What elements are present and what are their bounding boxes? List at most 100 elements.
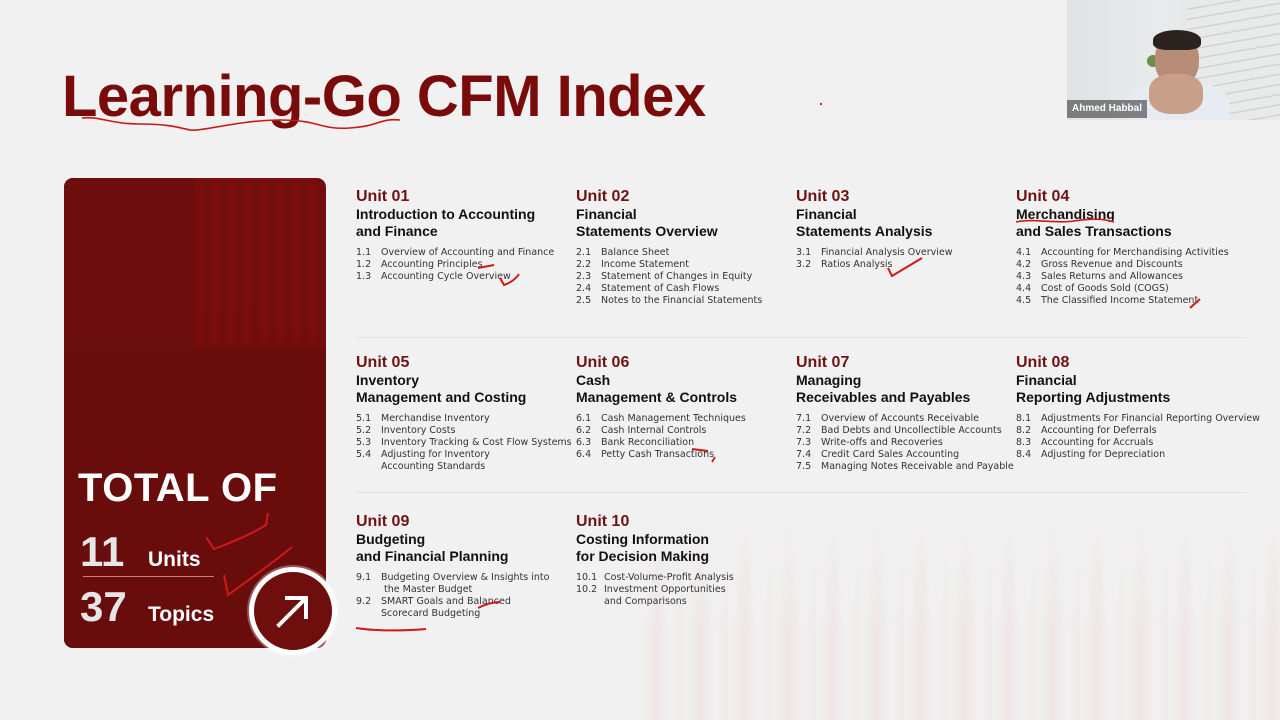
topic-text: Cash Internal Controls	[601, 425, 707, 436]
topic-number: 7.1	[796, 413, 812, 424]
topic-item: 5.1 Merchandise Inventory	[356, 413, 566, 425]
topic-number: 8.4	[1016, 449, 1032, 460]
topic-number: 9.2	[356, 596, 372, 607]
topic-number: 6.2	[576, 425, 592, 436]
total-label: TOTAL OF	[78, 466, 278, 510]
topic-item: 5.2 Inventory Costs	[356, 425, 566, 437]
topic-item: 2.5 Notes to the Financial Statements	[576, 295, 786, 307]
unit-title-line1: Financial	[1016, 372, 1077, 388]
unit-title: Financial Reporting Adjustments	[1016, 372, 1266, 406]
topic-text: Accounting for Merchandising Activities	[1041, 247, 1229, 258]
webcam-person-hair	[1153, 30, 1201, 50]
topic-text: Cost-Volume-Profit Analysis	[604, 572, 734, 583]
topic-text-line1: Budgeting Overview & Insights into	[381, 572, 550, 583]
topic-list: 4.1 Accounting for Merchandising Activiti…	[1016, 247, 1256, 307]
unit-card-03: Unit 03 Financial Statements Analysis 3.1…	[796, 188, 1006, 271]
topic-item: 8.4 Adjusting for Depreciation	[1016, 449, 1266, 461]
topic-text: Statement of Cash Flows	[601, 283, 720, 294]
topic-item: 1.2 Accounting Principles	[356, 259, 566, 271]
topics-stat: 37 Topics	[80, 583, 214, 631]
units-label: Units	[148, 548, 201, 571]
stat-divider	[83, 576, 214, 577]
unit-number: Unit 05	[356, 354, 410, 371]
unit-title: Budgeting and Financial Planning	[356, 531, 566, 565]
topic-number: 3.2	[796, 259, 812, 270]
topic-item: 8.2 Accounting for Deferrals	[1016, 425, 1266, 437]
unit-title: Financial Statements Analysis	[796, 206, 1006, 240]
topic-list: 1.1 Overview of Accounting and Finance 1.…	[356, 247, 566, 283]
topic-text-line1: Investment Opportunities	[604, 584, 726, 595]
topic-item: 6.3 Bank Reconciliation	[576, 437, 786, 449]
topic-number: 3.1	[796, 247, 812, 258]
topic-number: 6.3	[576, 437, 592, 448]
unit-title-line2: Management & Controls	[576, 389, 738, 405]
arrow-up-right-icon	[276, 596, 308, 628]
open-index-button[interactable]	[249, 567, 337, 655]
unit-title-line1: Inventory	[356, 372, 420, 388]
topic-text: Inventory Costs	[381, 425, 456, 436]
topic-item: 3.1 Financial Analysis Overview	[796, 247, 1006, 259]
topic-item: 5.4 Adjusting for Inventory Accounting Sta…	[356, 449, 566, 473]
unit-card-05: Unit 05 Inventory Management and Costing …	[356, 354, 572, 473]
topic-text-line2: the Master Budget	[381, 584, 473, 595]
annotation-underline-title	[81, 116, 401, 132]
topic-number: 2.4	[576, 283, 592, 294]
topic-item: 4.5 The Classified Income Statement	[1016, 295, 1256, 307]
topic-number: 4.5	[1016, 295, 1032, 306]
unit-number: Unit 01	[356, 188, 410, 205]
unit-title-line1: Introduction to Accounting	[356, 206, 536, 222]
topic-item: 8.1 Adjustments For Financial Reporting O…	[1016, 413, 1266, 425]
topic-number: 2.1	[576, 247, 592, 258]
unit-card-01: Unit 01 Introduction to Accounting and Fi…	[356, 188, 566, 283]
topic-text: Write-offs and Recoveries	[821, 437, 943, 448]
unit-title-line1: Merchandising	[1016, 206, 1115, 222]
unit-card-06: Unit 06 Cash Management & Controls 6.1 Cas…	[576, 354, 786, 461]
topic-item: 6.1 Cash Management Techniques	[576, 413, 786, 425]
topic-number: 7.2	[796, 425, 812, 436]
topic-number: 5.1	[356, 413, 372, 424]
webcam-video-tile[interactable]: Ahmed Habbal	[1067, 0, 1280, 120]
topic-number: 4.4	[1016, 283, 1032, 294]
topic-text: Income Statement	[601, 259, 689, 270]
topic-number: 2.3	[576, 271, 592, 282]
unit-title-line1: Financial	[576, 206, 637, 222]
unit-title-line2: and Sales Transactions	[1016, 223, 1172, 239]
topic-number: 4.3	[1016, 271, 1032, 282]
topic-item: 7.5 Managing Notes Receivable and Payable	[796, 461, 1014, 473]
topic-number: 9.1	[356, 572, 372, 583]
unit-card-08: Unit 08 Financial Reporting Adjustments 8…	[1016, 354, 1266, 461]
unit-title: Costing Information for Decision Making	[576, 531, 786, 565]
unit-card-07: Unit 07 Managing Receivables and Payables…	[796, 354, 1014, 473]
topic-text: Accounting for Deferrals	[1041, 425, 1157, 436]
annotation-dot	[820, 103, 822, 105]
topic-list: 10.1 Cost-Volume-Profit Analysis 10.2 Inve…	[576, 572, 786, 608]
topic-number: 1.3	[356, 271, 372, 282]
topic-text: Sales Returns and Allowances	[1041, 271, 1183, 282]
topic-text: Accounting Principles	[381, 259, 483, 270]
topic-text: The Classified Income Statement	[1041, 295, 1199, 306]
topic-text-line1: Adjusting for Inventory	[381, 449, 490, 460]
topics-count: 37	[80, 583, 127, 630]
topic-item: 1.3 Accounting Cycle Overview	[356, 271, 566, 283]
topic-number: 5.4	[356, 449, 372, 460]
unit-number: Unit 09	[356, 513, 410, 530]
topic-list: 3.1 Financial Analysis Overview 3.2 Ratios…	[796, 247, 1006, 271]
topic-number: 2.2	[576, 259, 592, 270]
topic-text: Investment Opportunities and Comparisons	[604, 584, 726, 608]
topic-item: 7.1 Overview of Accounts Receivable	[796, 413, 1006, 425]
topic-item: 2.2 Income Statement	[576, 259, 786, 271]
unit-title-line1: Costing Information	[576, 531, 709, 547]
unit-title-line1: Managing	[796, 372, 862, 388]
topic-text: Balance Sheet	[601, 247, 670, 258]
topic-text: Statement of Changes in Equity	[601, 271, 753, 282]
topic-item: 4.2 Gross Revenue and Discounts	[1016, 259, 1256, 271]
unit-title: Introduction to Accounting and Finance	[356, 206, 566, 240]
unit-title-line1: Cash	[576, 372, 611, 388]
topic-list: 7.1 Overview of Accounts Receivable 7.2 Ba…	[796, 413, 1014, 473]
topic-item: 9.2 SMART Goals and Balanced Scorecard Bud…	[356, 596, 566, 620]
topic-text: Overview of Accounting and Finance	[381, 247, 555, 258]
topic-number: 2.5	[576, 295, 592, 306]
topic-list: 5.1 Merchandise Inventory 5.2 Inventory Co…	[356, 413, 572, 473]
unit-number: Unit 03	[796, 188, 850, 205]
unit-number: Unit 10	[576, 513, 630, 530]
